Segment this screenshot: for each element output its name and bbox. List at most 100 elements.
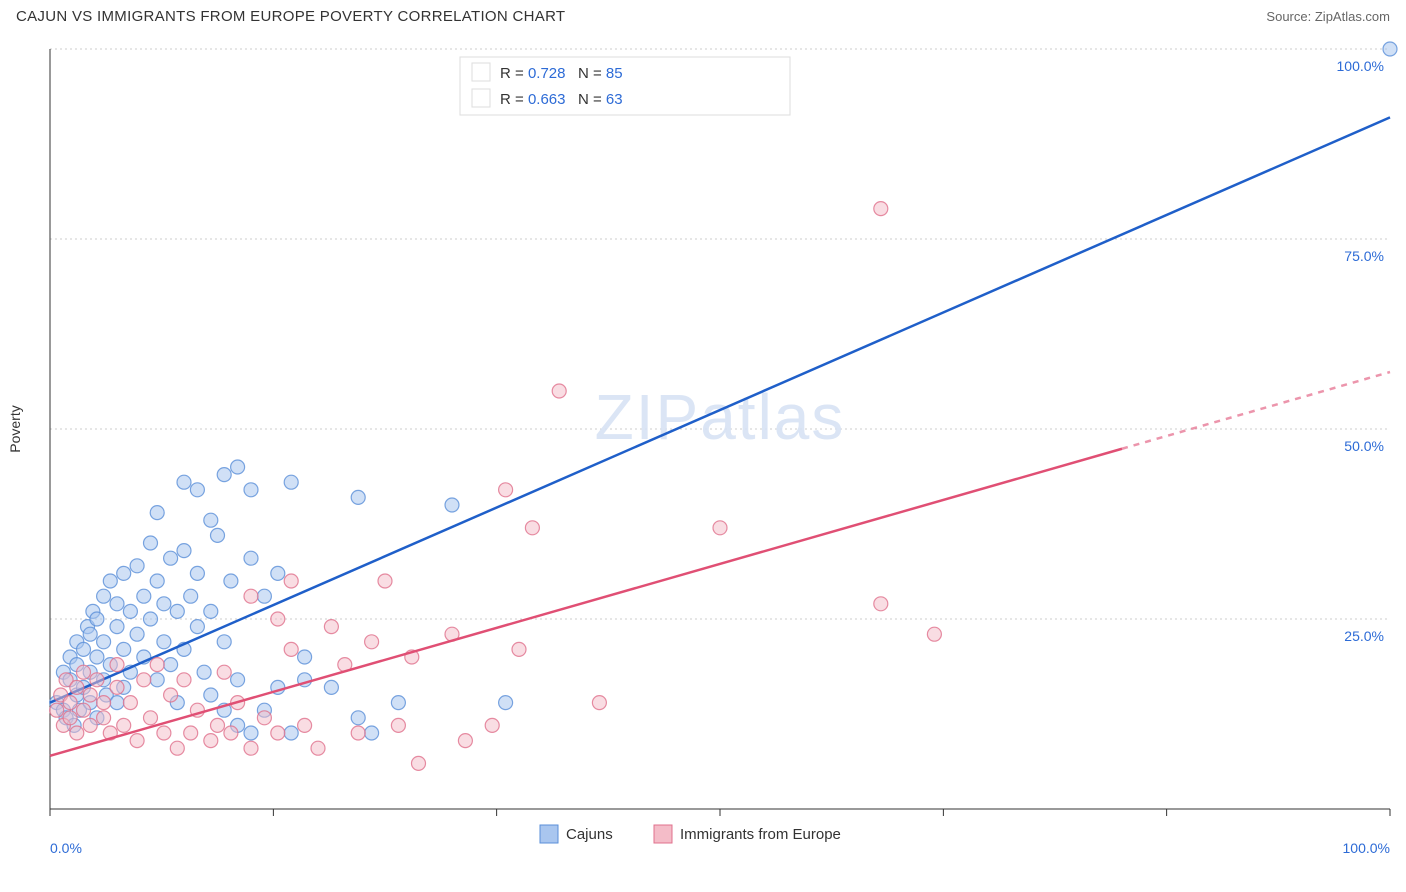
scatter-point <box>63 711 77 725</box>
source-name: ZipAtlas.com <box>1315 9 1390 24</box>
scatter-point <box>351 726 365 740</box>
scatter-point <box>150 658 164 672</box>
scatter-point <box>244 483 258 497</box>
scatter-point <box>50 703 64 717</box>
scatter-point <box>224 726 238 740</box>
scatter-point <box>713 521 727 535</box>
scatter-point <box>244 551 258 565</box>
scatter-point <box>70 680 84 694</box>
scatter-point <box>110 597 124 611</box>
scatter-point <box>117 566 131 580</box>
svg-text:0.0%: 0.0% <box>50 840 82 856</box>
legend-swatch <box>654 825 672 843</box>
scatter-point <box>378 574 392 588</box>
scatter-point <box>144 612 158 626</box>
source-label: Source: <box>1266 9 1311 24</box>
scatter-point <box>97 696 111 710</box>
scatter-point <box>77 642 91 656</box>
scatter-point <box>231 673 245 687</box>
scatter-point <box>1383 42 1397 56</box>
scatter-point <box>184 589 198 603</box>
scatter-point <box>90 673 104 687</box>
scatter-point <box>110 658 124 672</box>
scatter-point <box>164 658 178 672</box>
scatter-point <box>592 696 606 710</box>
scatter-point <box>150 673 164 687</box>
scatter-point <box>123 696 137 710</box>
scatter-point <box>123 604 137 618</box>
scatter-point <box>311 741 325 755</box>
scatter-point <box>144 536 158 550</box>
scatter-point <box>97 589 111 603</box>
series-legend: CajunsImmigrants from Europe <box>540 825 841 843</box>
scatter-point <box>271 566 285 580</box>
scatter-point <box>83 718 97 732</box>
scatter-point <box>499 483 513 497</box>
scatter-point <box>130 559 144 573</box>
scatter-point <box>324 620 338 634</box>
scatter-point <box>244 726 258 740</box>
svg-text:50.0%: 50.0% <box>1344 438 1384 454</box>
scatter-point <box>157 597 171 611</box>
scatter-point <box>90 650 104 664</box>
scatter-point <box>150 574 164 588</box>
scatter-point <box>874 597 888 611</box>
scatter-point <box>211 528 225 542</box>
scatter-point <box>77 665 91 679</box>
scatter-point <box>190 483 204 497</box>
scatter-point <box>257 589 271 603</box>
scatter-point <box>271 612 285 626</box>
svg-text:100.0%: 100.0% <box>1337 58 1384 74</box>
scatter-point <box>164 688 178 702</box>
trend-line <box>50 117 1390 702</box>
scatter-point <box>217 635 231 649</box>
scatter-point <box>170 604 184 618</box>
scatter-point <box>97 711 111 725</box>
scatter-point <box>244 589 258 603</box>
scatter-point <box>157 726 171 740</box>
scatter-point <box>90 612 104 626</box>
scatter-point <box>499 696 513 710</box>
scatter-point <box>552 384 566 398</box>
scatter-point <box>177 475 191 489</box>
svg-text:100.0%: 100.0% <box>1343 840 1390 856</box>
scatter-point <box>365 635 379 649</box>
scatter-point <box>144 711 158 725</box>
trend-line <box>50 449 1122 756</box>
scatter-point <box>130 627 144 641</box>
scatter-point <box>190 566 204 580</box>
svg-text:Poverty: Poverty <box>7 405 23 452</box>
scatter-point <box>391 696 405 710</box>
scatter-point <box>117 718 131 732</box>
scatter-point <box>271 726 285 740</box>
svg-text:R = 0.663 N = 63: R = 0.663 N = 63 <box>500 91 623 108</box>
scatter-point <box>351 490 365 504</box>
scatter-point <box>284 574 298 588</box>
scatter-point <box>351 711 365 725</box>
legend-swatch <box>472 63 490 81</box>
svg-text:R = 0.728 N = 85: R = 0.728 N = 85 <box>500 65 623 82</box>
scatter-point <box>927 627 941 641</box>
correlation-chart: 25.0%50.0%75.0%100.0%ZIPatlas0.0%100.0%P… <box>0 29 1406 877</box>
scatter-point <box>445 498 459 512</box>
scatter-point <box>177 544 191 558</box>
scatter-point <box>224 574 238 588</box>
scatter-point <box>77 703 91 717</box>
scatter-point <box>204 688 218 702</box>
scatter-point <box>137 673 151 687</box>
scatter-point <box>130 734 144 748</box>
scatter-point <box>298 650 312 664</box>
scatter-point <box>83 627 97 641</box>
svg-text:75.0%: 75.0% <box>1344 248 1384 264</box>
scatter-point <box>184 726 198 740</box>
scatter-point <box>324 680 338 694</box>
scatter-point <box>412 756 426 770</box>
scatter-point <box>164 551 178 565</box>
source-credit: Source: ZipAtlas.com <box>1266 9 1390 24</box>
scatter-point <box>211 718 225 732</box>
svg-text:Cajuns: Cajuns <box>566 826 613 843</box>
scatter-point <box>110 696 124 710</box>
scatter-point <box>204 513 218 527</box>
page-title: CAJUN VS IMMIGRANTS FROM EUROPE POVERTY … <box>16 8 565 25</box>
scatter-point <box>525 521 539 535</box>
